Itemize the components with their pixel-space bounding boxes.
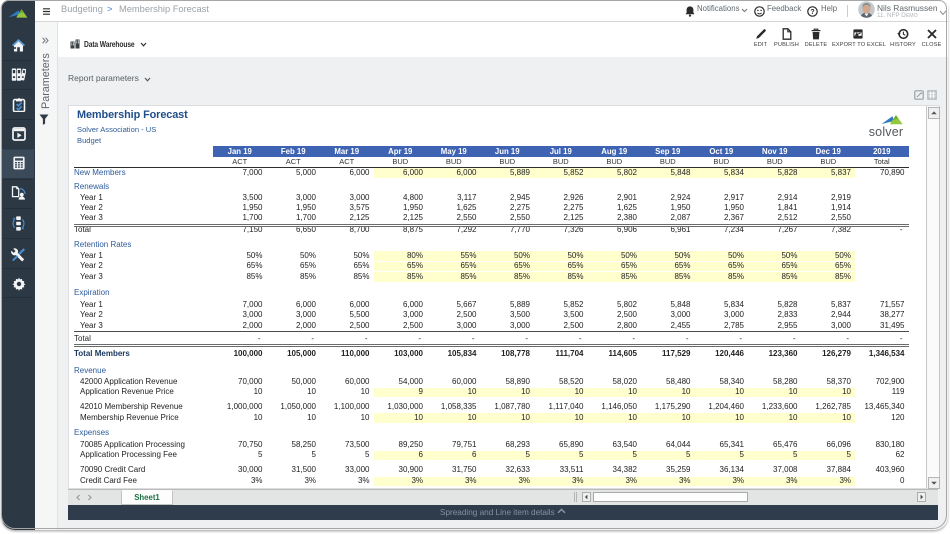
svg-text:?: ? (810, 8, 814, 15)
